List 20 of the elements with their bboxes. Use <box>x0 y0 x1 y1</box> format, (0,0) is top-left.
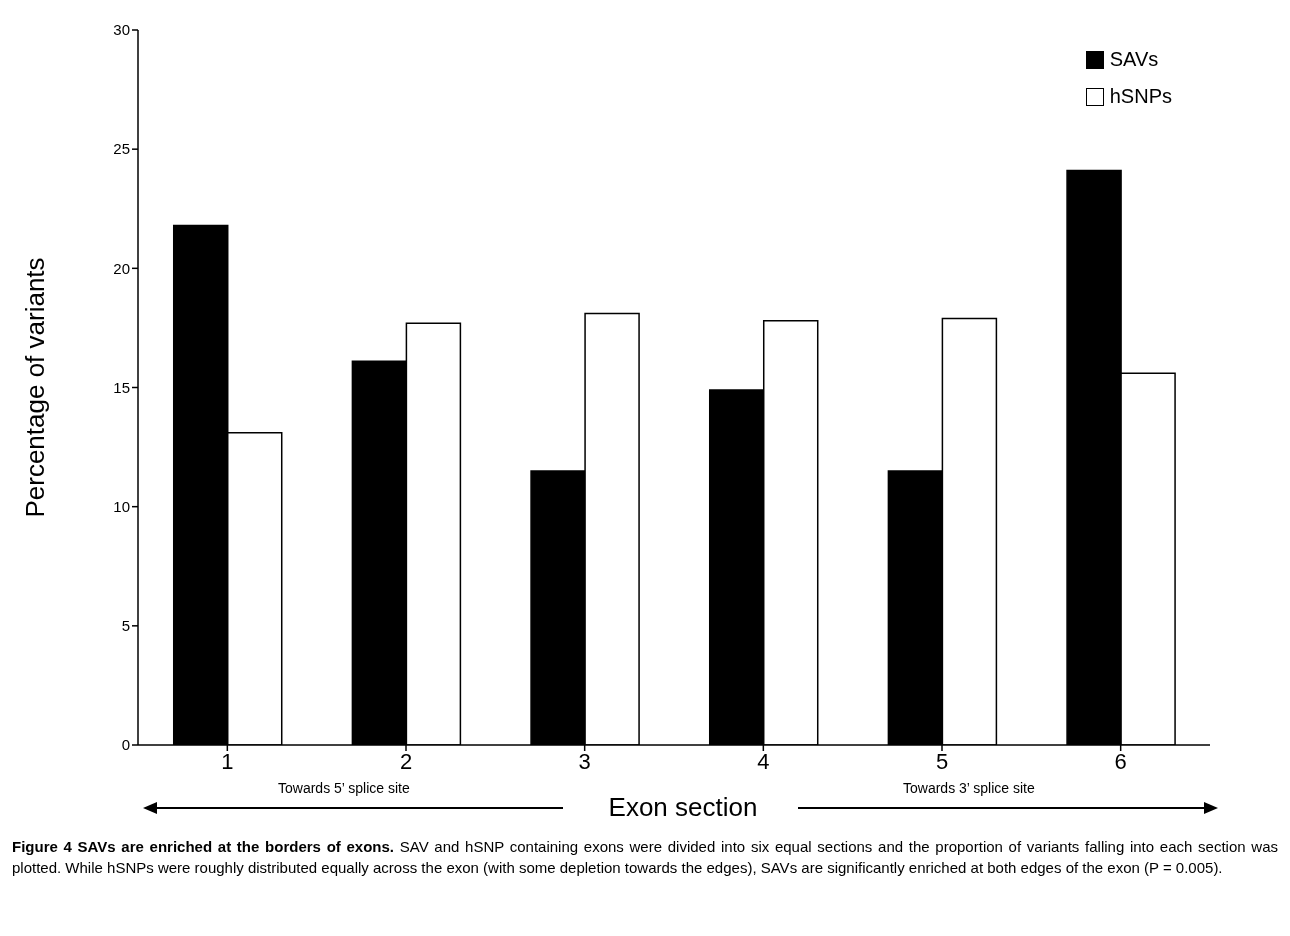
y-tick-label: 5 <box>121 617 130 635</box>
text: Towards 5’ splice site <box>278 780 410 796</box>
x-tick-label: 2 <box>399 748 413 774</box>
y-tick-label: 30 <box>113 21 130 39</box>
y-tick-label: 10 <box>113 497 130 515</box>
x-axis-title: Exon section <box>607 792 759 823</box>
text: Figure 4 SAVs are enriched at the borders of exons. <box>12 838 395 855</box>
y-axis-title: Percentage of variants <box>20 257 51 518</box>
x-tick-label: 5 <box>935 748 949 774</box>
x-tick-label: 4 <box>757 748 770 774</box>
legend-label: SAVs <box>1109 48 1159 71</box>
x-tick-label: 3 <box>578 748 591 774</box>
y-tick-label: 0 <box>121 736 130 754</box>
y-tick-label: 20 <box>113 259 130 277</box>
x-tick-label: 6 <box>1114 748 1127 774</box>
text: Towards 3’ splice site <box>903 780 1035 796</box>
y-tick-label: 15 <box>113 378 130 396</box>
y-tick-label: 25 <box>113 140 130 158</box>
x-tick-label: 1 <box>221 748 234 774</box>
legend-label: hSNPs <box>1109 85 1172 108</box>
